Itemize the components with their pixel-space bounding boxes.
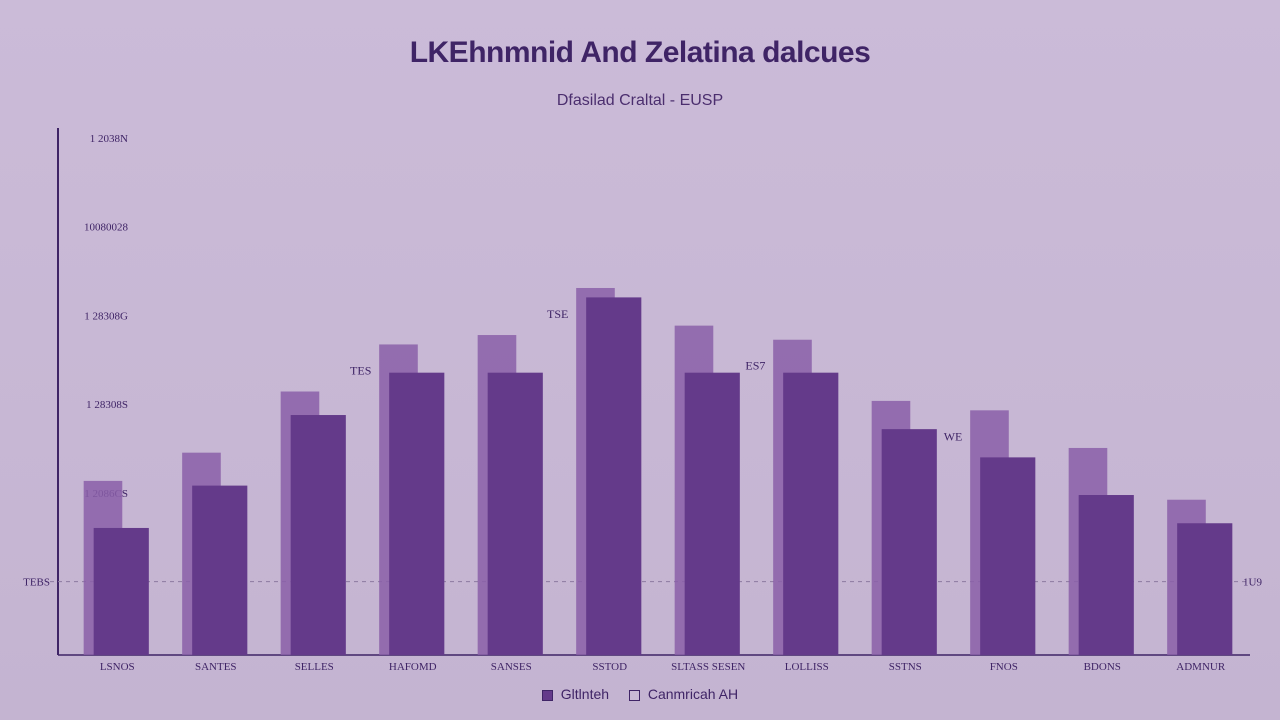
chart-subtitle: Dfasilad Craltal - EUSP — [556, 92, 724, 109]
x-tick-label: SSTNS — [889, 661, 922, 673]
bar-series-2 — [290, 415, 346, 655]
annotation-label: TES — [350, 363, 371, 377]
bar-series-2 — [1078, 495, 1134, 655]
legend-label-2: Canmricah AH — [647, 686, 739, 702]
bar-series-2 — [684, 372, 740, 655]
chart-legend: Gltlnteh Canmricah AH — [0, 686, 1280, 702]
annotation-label: WE — [944, 429, 963, 443]
annotation-label: TSE — [547, 307, 568, 321]
x-tick-label: SELLES — [295, 661, 334, 673]
y-tick-label: 1 28308G — [84, 310, 128, 322]
legend-item-2: Canmricah AH — [628, 686, 739, 702]
x-tick-label: LOLLISS — [785, 661, 829, 673]
bar-series-2 — [93, 527, 149, 655]
bar-series-2 — [389, 372, 445, 655]
bar-series-2 — [1177, 523, 1233, 655]
legend-item-1: Gltlnteh — [541, 686, 610, 702]
bar-series-2 — [783, 372, 839, 655]
bar-series-2 — [192, 485, 248, 655]
annotation-label: ES7 — [745, 359, 765, 373]
x-tick-label: SSTOD — [592, 661, 627, 673]
x-tick-label: LSNOS — [100, 661, 135, 673]
x-tick-label: SANSES — [491, 661, 532, 673]
x-tick-label: FNOS — [990, 661, 1018, 673]
bar-series-2 — [586, 297, 642, 655]
y-tick-label: 10080028 — [84, 222, 129, 234]
x-tick-label: HAFOMD — [389, 661, 437, 673]
bar-series-2 — [881, 429, 937, 655]
x-tick-label: ADMNUR — [1176, 661, 1226, 673]
reference-line-right-label: 1U9 — [1243, 577, 1262, 589]
x-tick-label: SLTASS SESEN — [671, 661, 745, 673]
reference-line-left-label: TEBS — [23, 577, 50, 589]
chart-title: LKEhnmnid And Zelatina dalcues — [409, 36, 871, 69]
y-tick-label: 1 28308S — [86, 399, 128, 411]
y-tick-label: 1 2038N — [90, 133, 128, 145]
bar-series-2 — [487, 372, 543, 655]
x-tick-label: BDONS — [1084, 661, 1121, 673]
legend-swatch-2 — [628, 689, 640, 701]
legend-label-1: Gltlnteh — [560, 686, 610, 702]
legend-swatch-1 — [541, 689, 553, 701]
bar-series-2 — [980, 457, 1036, 655]
x-tick-label: SANTES — [195, 661, 237, 673]
